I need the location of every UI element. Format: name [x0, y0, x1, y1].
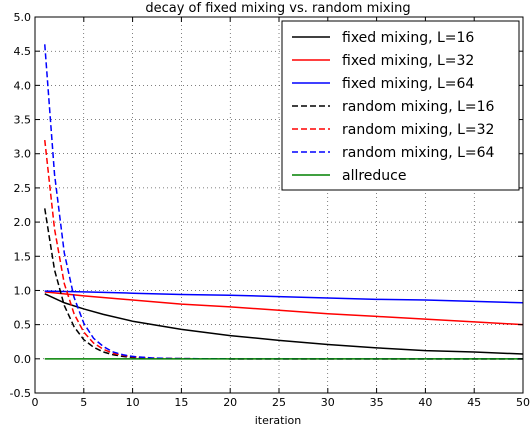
x-tick-label: 0 — [32, 396, 39, 409]
x-tick-label: 20 — [223, 396, 237, 409]
x-axis-label: iteration — [255, 414, 301, 427]
series-line-1 — [44, 293, 523, 355]
series-line-4 — [44, 208, 523, 360]
y-tick-label: 5.0 — [14, 11, 32, 24]
chart-title: decay of fixed mixing vs. random mixing — [145, 1, 410, 16]
y-tick-label: 2.5 — [14, 182, 32, 195]
x-tick-label: 35 — [370, 396, 384, 409]
y-tick-label: 0.5 — [14, 319, 32, 332]
series-line-3 — [44, 290, 523, 304]
x-tick-label: 45 — [467, 396, 481, 409]
x-tick-label: 40 — [418, 396, 432, 409]
series-lines — [44, 44, 523, 360]
series-line-2 — [44, 291, 523, 326]
x-tick-label: 15 — [174, 396, 188, 409]
y-tick-label: 2.0 — [14, 216, 32, 229]
x-tick-label: 10 — [126, 396, 140, 409]
x-tick-label: 5 — [80, 396, 87, 409]
x-tick-label: 30 — [321, 396, 335, 409]
legend-label: random mixing, L=16 — [342, 99, 495, 115]
legend-label: fixed mixing, L=16 — [342, 30, 474, 46]
axis-ticks: 0 5 10 15 20 25 30 35 40 45 50 -0.5 0.0 0.5 1.0 1.5 2.0 2… — [10, 11, 530, 409]
legend-label: fixed mixing, L=32 — [342, 53, 474, 69]
x-tick-label: 25 — [272, 396, 286, 409]
legend-label: random mixing, L=32 — [342, 122, 494, 138]
x-tick-label: 50 — [516, 396, 530, 409]
y-tick-label: 1.5 — [14, 250, 32, 263]
legend-label: allreduce — [342, 168, 407, 184]
legend-label: fixed mixing, L=64 — [342, 76, 474, 92]
legend: fixed mixing, L=16 fixed mixing, L=32 fixe… — [281, 20, 520, 191]
legend-label: random mixing, L=64 — [342, 145, 495, 161]
y-tick-label: 4.0 — [14, 79, 32, 92]
y-tick-label: 3.5 — [14, 114, 32, 127]
y-tick-label: 1.0 — [14, 284, 32, 297]
y-tick-label: 4.5 — [14, 45, 32, 58]
series-line-6 — [44, 44, 523, 360]
y-tick-label: 0.0 — [14, 353, 32, 366]
y-tick-label: -0.5 — [10, 387, 31, 400]
y-tick-label: 3.0 — [14, 148, 32, 161]
